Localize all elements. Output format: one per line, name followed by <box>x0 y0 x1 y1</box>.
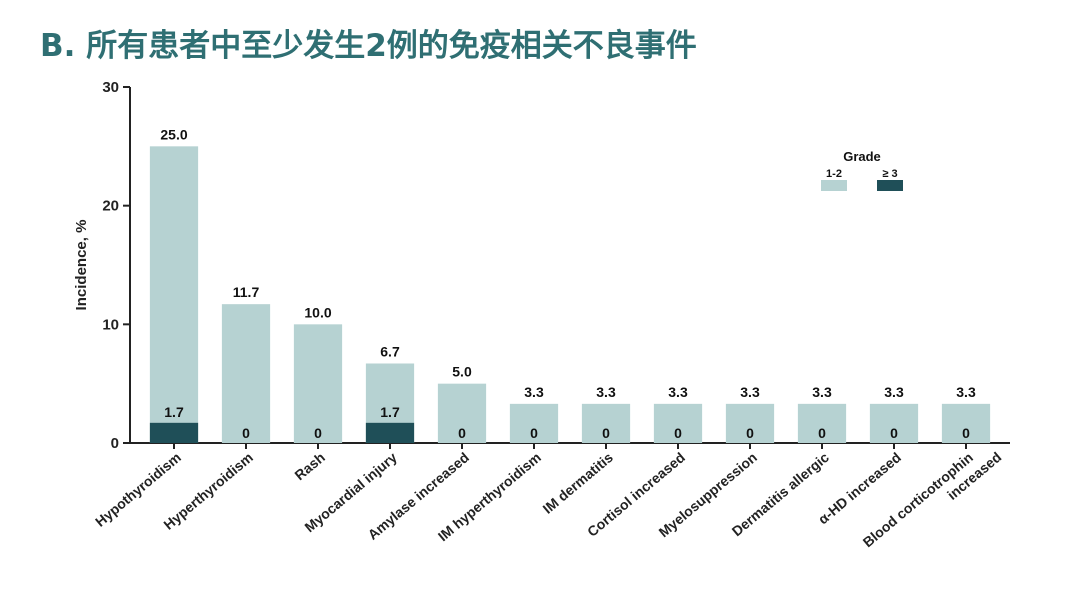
bar-grade-3-plus <box>149 422 199 443</box>
legend-swatch-grade-3-plus <box>877 180 903 191</box>
data-label-grade-3-plus: 0 <box>818 425 826 441</box>
data-label-grade-1-2: 10.0 <box>304 304 331 320</box>
data-label-grade-3-plus: 0 <box>314 425 322 441</box>
bar-grade-1-2 <box>725 403 775 443</box>
bar-grade-1-2 <box>437 383 487 443</box>
bar-grade-1-2 <box>509 403 559 443</box>
legend-swatch-grade-1-2 <box>821 180 847 191</box>
data-label-grade-1-2: 3.3 <box>596 384 616 400</box>
y-axis-label: Incidence, % <box>73 220 90 311</box>
data-label-grade-1-2: 6.7 <box>380 343 400 359</box>
data-label-grade-3-plus: 0 <box>602 425 610 441</box>
data-label-grade-1-2: 11.7 <box>233 284 260 300</box>
data-label-grade-1-2: 5.0 <box>452 364 472 380</box>
data-label-grade-1-2: 3.3 <box>524 384 544 400</box>
legend-title: Grade <box>843 149 881 164</box>
bar-grade-1-2 <box>581 403 631 443</box>
bar-grade-1-2 <box>941 403 991 443</box>
y-tick-label: 10 <box>102 316 119 333</box>
data-label-grade-3-plus: 0 <box>962 425 970 441</box>
bar-grade-1-2 <box>221 304 271 443</box>
bar-grade-3-plus <box>365 422 415 443</box>
slide-title: B. 所有患者中至少发生2例的免疫相关不良事件 <box>40 28 697 64</box>
data-label-grade-3-plus: 0 <box>458 425 466 441</box>
bar-grade-1-2 <box>149 146 199 444</box>
data-label-grade-3-plus: 0 <box>746 425 754 441</box>
data-label-grade-3-plus: 1.7 <box>380 404 400 420</box>
bar-grade-1-2 <box>869 403 919 443</box>
y-tick-label: 20 <box>102 198 119 215</box>
bar-grade-1-2 <box>797 403 847 443</box>
y-tick-label: 0 <box>111 435 119 452</box>
data-label-grade-3-plus: 0 <box>242 425 250 441</box>
legend-label-grade-1-2: 1-2 <box>826 168 842 180</box>
data-label-grade-1-2: 25.0 <box>160 126 187 142</box>
x-tick-label: Rash <box>291 449 328 483</box>
data-label-grade-1-2: 3.3 <box>956 384 976 400</box>
y-tick-label: 30 <box>102 79 119 96</box>
data-label-grade-1-2: 3.3 <box>812 384 832 400</box>
data-label-grade-1-2: 3.3 <box>740 384 760 400</box>
legend-label-grade-3-plus: ≥ 3 <box>882 168 897 180</box>
data-label-grade-3-plus: 1.7 <box>164 404 184 420</box>
data-label-grade-3-plus: 0 <box>890 425 898 441</box>
data-label-grade-1-2: 3.3 <box>884 384 904 400</box>
x-tick-label: IM dermatitis <box>539 449 616 517</box>
data-label-grade-3-plus: 0 <box>674 425 682 441</box>
bar-grade-1-2 <box>653 403 703 443</box>
data-label-grade-1-2: 3.3 <box>668 384 688 400</box>
x-tick-label: Blood corticotrophinincreased <box>860 435 1005 564</box>
data-label-grade-3-plus: 0 <box>530 425 538 441</box>
bar-grade-1-2 <box>293 324 343 443</box>
